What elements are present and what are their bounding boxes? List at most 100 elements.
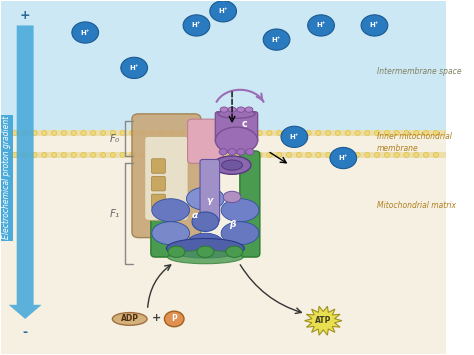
Ellipse shape xyxy=(169,131,174,135)
Ellipse shape xyxy=(237,152,243,157)
Ellipse shape xyxy=(226,246,243,257)
Ellipse shape xyxy=(221,222,259,245)
Text: -: - xyxy=(23,326,27,339)
Ellipse shape xyxy=(61,131,66,135)
Ellipse shape xyxy=(51,131,57,135)
Bar xyxy=(0,130,446,354)
Text: β: β xyxy=(229,220,235,229)
Ellipse shape xyxy=(159,152,164,157)
Ellipse shape xyxy=(267,131,272,135)
Ellipse shape xyxy=(345,152,350,157)
Ellipse shape xyxy=(404,152,409,157)
Ellipse shape xyxy=(306,131,311,135)
Text: Electrochemical proton gradient: Electrochemical proton gradient xyxy=(2,116,11,239)
Ellipse shape xyxy=(335,131,341,135)
Ellipse shape xyxy=(12,152,18,157)
Text: H⁺: H⁺ xyxy=(338,155,348,161)
Ellipse shape xyxy=(42,131,47,135)
Ellipse shape xyxy=(208,131,213,135)
Ellipse shape xyxy=(198,131,203,135)
Ellipse shape xyxy=(100,152,106,157)
Circle shape xyxy=(308,15,334,36)
FancyBboxPatch shape xyxy=(152,176,165,191)
Ellipse shape xyxy=(152,199,190,222)
Ellipse shape xyxy=(345,131,350,135)
Ellipse shape xyxy=(247,152,253,157)
Text: F₀: F₀ xyxy=(110,133,120,144)
Ellipse shape xyxy=(276,152,282,157)
Ellipse shape xyxy=(296,131,301,135)
Ellipse shape xyxy=(355,131,360,135)
Ellipse shape xyxy=(394,131,400,135)
Ellipse shape xyxy=(223,191,241,203)
Ellipse shape xyxy=(152,222,190,245)
Ellipse shape xyxy=(22,152,27,157)
Ellipse shape xyxy=(130,131,135,135)
Ellipse shape xyxy=(189,152,194,157)
Ellipse shape xyxy=(139,131,145,135)
Ellipse shape xyxy=(71,131,76,135)
Ellipse shape xyxy=(247,131,253,135)
Ellipse shape xyxy=(112,313,147,325)
FancyBboxPatch shape xyxy=(152,194,165,209)
Ellipse shape xyxy=(120,131,125,135)
Text: H⁺: H⁺ xyxy=(219,8,228,14)
Circle shape xyxy=(281,126,308,147)
Polygon shape xyxy=(9,26,42,319)
Ellipse shape xyxy=(267,152,272,157)
Ellipse shape xyxy=(186,233,224,256)
FancyBboxPatch shape xyxy=(145,136,188,220)
Ellipse shape xyxy=(110,152,116,157)
Ellipse shape xyxy=(12,131,18,135)
Ellipse shape xyxy=(276,131,282,135)
Circle shape xyxy=(164,311,184,327)
Ellipse shape xyxy=(110,131,116,135)
Text: ATP: ATP xyxy=(315,316,331,325)
FancyBboxPatch shape xyxy=(152,159,165,173)
Ellipse shape xyxy=(179,131,184,135)
Ellipse shape xyxy=(374,131,380,135)
Ellipse shape xyxy=(149,131,155,135)
Ellipse shape xyxy=(228,152,233,157)
Ellipse shape xyxy=(326,131,331,135)
Text: γ: γ xyxy=(207,196,213,205)
Ellipse shape xyxy=(219,149,227,155)
Ellipse shape xyxy=(296,152,301,157)
Ellipse shape xyxy=(189,131,194,135)
Ellipse shape xyxy=(306,152,311,157)
Ellipse shape xyxy=(355,152,360,157)
Ellipse shape xyxy=(220,107,228,112)
FancyBboxPatch shape xyxy=(240,151,260,257)
Ellipse shape xyxy=(198,152,203,157)
Ellipse shape xyxy=(22,131,27,135)
Bar xyxy=(0,152,446,158)
Ellipse shape xyxy=(228,131,233,135)
Ellipse shape xyxy=(215,127,258,154)
Ellipse shape xyxy=(286,152,292,157)
Ellipse shape xyxy=(51,152,57,157)
Ellipse shape xyxy=(159,131,164,135)
Ellipse shape xyxy=(61,152,66,157)
Ellipse shape xyxy=(286,131,292,135)
Circle shape xyxy=(361,15,388,36)
Ellipse shape xyxy=(192,212,219,231)
Ellipse shape xyxy=(81,131,86,135)
Circle shape xyxy=(210,1,237,22)
Ellipse shape xyxy=(149,152,155,157)
Ellipse shape xyxy=(2,131,8,135)
Ellipse shape xyxy=(2,152,8,157)
Ellipse shape xyxy=(414,131,419,135)
Ellipse shape xyxy=(213,156,251,174)
Ellipse shape xyxy=(228,149,236,155)
Ellipse shape xyxy=(71,152,76,157)
Ellipse shape xyxy=(237,131,243,135)
Ellipse shape xyxy=(42,152,47,157)
Text: H⁺: H⁺ xyxy=(290,134,299,140)
Ellipse shape xyxy=(384,152,390,157)
Ellipse shape xyxy=(81,152,86,157)
Ellipse shape xyxy=(237,149,245,155)
Ellipse shape xyxy=(169,152,174,157)
Ellipse shape xyxy=(221,199,259,222)
Text: +: + xyxy=(152,313,161,323)
Ellipse shape xyxy=(32,131,37,135)
